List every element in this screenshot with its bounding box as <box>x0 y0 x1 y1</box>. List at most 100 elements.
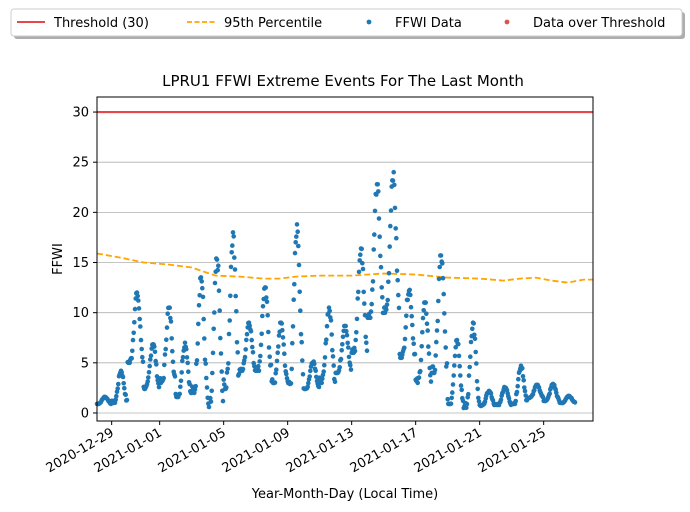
ffwi-point <box>316 384 322 390</box>
ffwi-point <box>396 292 401 298</box>
ffwi-point <box>345 340 351 346</box>
ffwi-point <box>344 328 349 334</box>
ffwi-point <box>132 320 137 325</box>
y-tick-label: 25 <box>72 156 89 171</box>
ffwi-point <box>270 377 275 382</box>
legend-frame <box>10 8 683 37</box>
ffwi-point <box>369 301 375 307</box>
y-tick-label: 10 <box>72 306 89 321</box>
y-tick-label: 5 <box>81 356 89 371</box>
ffwi-point <box>352 348 358 354</box>
ffwi-point <box>260 313 265 319</box>
ffwi-point <box>220 398 226 404</box>
x-tick-label: 2021-01-05 <box>156 425 229 476</box>
y-axis-label: FFWI <box>51 243 66 275</box>
ffwi-point <box>411 341 417 347</box>
ffwi-point <box>391 169 397 175</box>
ffwi-point <box>441 291 447 297</box>
ffwi-point <box>426 344 431 349</box>
ffwi-point <box>265 313 271 318</box>
ffwi-point <box>339 348 345 353</box>
ffwi-point <box>320 376 325 382</box>
ffwi-point <box>513 398 518 404</box>
ffwi-point <box>407 287 413 293</box>
ffwi-point <box>516 376 521 382</box>
ffwi-point <box>147 363 152 369</box>
ffwi-point <box>395 277 401 283</box>
ffwi-point <box>282 363 288 369</box>
ffwi-point <box>263 285 269 290</box>
ffwi-point <box>453 345 459 350</box>
ffwi-point <box>124 397 130 403</box>
ffwi-point <box>132 306 138 312</box>
y-tick-label: 0 <box>81 406 89 421</box>
x-tick-label: 2021-01-17 <box>348 425 421 476</box>
ffwi-point <box>152 344 157 349</box>
ffwi-point <box>340 342 345 347</box>
ffwi-point <box>348 362 353 368</box>
ffwi-point <box>215 267 220 273</box>
ffwi-point <box>224 370 230 375</box>
ffwi-point <box>343 323 349 329</box>
ffwi-point <box>224 385 229 390</box>
ffwi-point <box>393 226 399 231</box>
ffwi-point <box>121 381 126 386</box>
plot-frame <box>96 96 594 422</box>
ffwi-point <box>346 345 351 350</box>
ffwi-point <box>228 293 233 299</box>
ffwi-point <box>282 351 287 357</box>
ffwi-point <box>409 313 415 319</box>
ffwi-point <box>231 234 236 239</box>
ffwi-point <box>273 371 279 376</box>
legend-over-threshold-marker <box>504 19 510 25</box>
ffwi-point <box>165 311 170 317</box>
ffwi-point <box>178 378 184 384</box>
ffwi-point <box>402 336 408 342</box>
ffwi-point <box>182 340 188 346</box>
ffwi-point <box>232 255 237 260</box>
ffwi-point <box>172 374 178 379</box>
ffwi-point <box>410 336 416 341</box>
ffwi-point <box>162 352 168 357</box>
ffwi-point <box>390 178 396 183</box>
ffwi-point <box>467 364 473 370</box>
ffwi-point <box>521 378 526 383</box>
ffwi-point <box>451 373 457 378</box>
x-tick-label: 2021-01-21 <box>412 425 485 476</box>
ffwi-point <box>434 328 440 333</box>
ffwi-point <box>185 360 190 366</box>
ffwi-point <box>475 386 481 392</box>
ffwi-point <box>416 375 422 380</box>
ffwi-point <box>196 321 201 327</box>
ffwi-point <box>454 337 460 343</box>
ffwi-point <box>170 359 176 365</box>
ffwi-point <box>256 368 262 374</box>
ffwi-point <box>295 229 301 234</box>
x-tick-label: 2021-01-13 <box>284 425 357 476</box>
ffwi-point <box>547 391 552 396</box>
ffwi-point <box>459 387 465 393</box>
ffwi-point <box>313 368 319 374</box>
ffwi-point <box>323 341 329 346</box>
ffwi-point <box>232 267 238 272</box>
ffwi-point <box>129 355 134 361</box>
ffwi-point <box>258 342 264 348</box>
ffwi-point <box>522 388 528 394</box>
ffwi-point <box>264 295 269 300</box>
ffwi-point <box>259 331 265 337</box>
ffwi-point <box>363 334 369 340</box>
ffwi-point <box>146 370 152 375</box>
ffwi-point <box>291 297 297 303</box>
ffwi-point <box>428 379 434 384</box>
ffwi-point <box>148 353 154 359</box>
ffwi-point <box>202 336 207 341</box>
ffwi-point <box>193 383 198 389</box>
ffwi-point <box>386 270 392 276</box>
ffwi-point <box>276 344 281 349</box>
ffwi-point <box>204 385 210 390</box>
ffwi-point <box>115 386 120 391</box>
ffwi-point <box>130 337 136 343</box>
ffwi-point <box>340 334 346 340</box>
ffwi-point <box>198 275 204 280</box>
ffwi-point <box>120 374 126 380</box>
